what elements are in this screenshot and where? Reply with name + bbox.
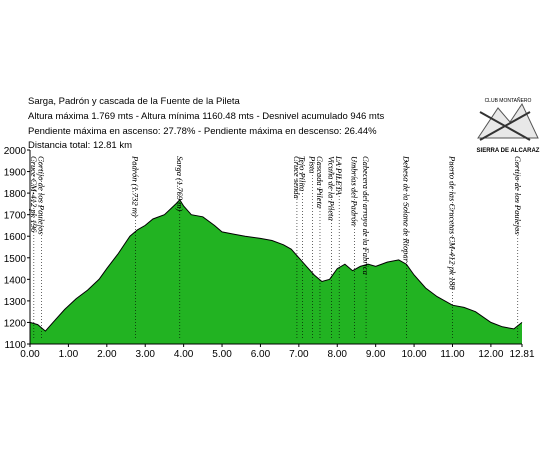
waypoint-label: Cruce senda [292,156,302,199]
profile-line [29,198,523,332]
waypoint-label: Pista [307,155,317,173]
logo-mountain [477,102,539,139]
y-tick-label: 1400 [4,275,27,286]
y-tick-label: 1700 [4,211,27,222]
subtitle: Pendiente máxima en ascenso: 27.78% - Pe… [28,126,377,137]
x-tick-label: 10.00 [402,349,427,360]
waypoint-label: Cortijo de los Paulejos [37,156,47,235]
logo-text: CLUB MONTAÑERO [485,97,532,104]
waypoint-label: Umbrías del Padrón [350,156,360,226]
logo: CLUB MONTAÑERO SIERRA DE ALCARAZ [477,97,540,154]
waypoint-label: Cruce CM-412 pk 196 [29,156,39,233]
subtitle: Distancia total: 12.81 km [28,140,132,151]
x-tick-label: 8.00 [328,349,348,360]
subtitle: Altura máxima 1.769 mts - Altura mínima … [28,111,384,122]
waypoint-label: Vicuña de la Pileta [326,156,336,221]
waypoint-label: LA PILETA [334,155,344,196]
x-tick-label: 3.00 [135,349,155,360]
y-tick-label: 2000 [4,146,27,157]
y-tick-label: 1200 [4,318,27,329]
waypoint-label: Cascada Pileta [315,156,325,208]
x-tick-label: 11.00 [440,349,465,360]
y-tick-label: 1100 [4,340,26,351]
x-tick-label: 12.81 [509,349,534,360]
y-tick-label: 1500 [4,254,27,265]
waypoint-label: Padrón (1.732 m) [131,155,141,217]
chart-title: Sarga, Padrón y cascada de la Fuente de … [28,96,240,107]
area [30,199,522,344]
waypoint-label: Tejo Pilita [298,156,308,191]
waypoint-label: Puerto de las Crucetas CM-412 pk 188 [447,155,457,290]
x-tick-label: 7.00 [289,349,309,360]
y-tick-label: 1600 [4,232,27,243]
x-tick-label: 5.00 [212,349,232,360]
waypoint-label: Sarga (1.769 m) [175,156,185,211]
x-tick-label: 0.00 [20,349,40,360]
y-tick-label: 1800 [4,189,27,200]
waypoint-label: Cabecera del arroyo de la Fabrica [361,156,371,275]
y-tick-label: 1900 [4,168,27,179]
x-tick-label: 4.00 [174,349,194,360]
x-tick-label: 6.00 [251,349,271,360]
waypoint-label: Cortijo de los Paulejos [513,156,523,235]
y-tick-label: 1300 [4,297,27,308]
x-tick-label: 12.00 [478,349,503,360]
logo-axe [479,111,531,141]
logo-text: SIERRA DE ALCARAZ [477,148,540,154]
waypoint-label: Dehesa de la Solana de Riopar [401,155,411,263]
x-tick-label: 9.00 [366,349,386,360]
x-tick-label: 2.00 [97,349,117,360]
x-tick-label: 1.00 [59,349,79,360]
